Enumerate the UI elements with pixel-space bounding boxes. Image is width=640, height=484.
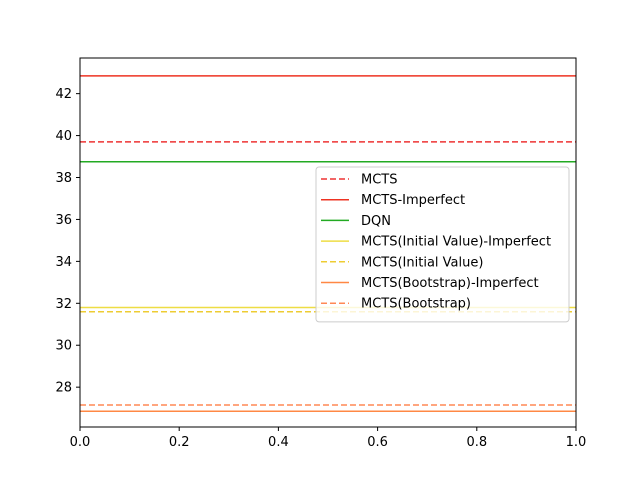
y-tick-label-3: 34 [55,255,72,270]
x-tick-label-5: 1.0 [566,435,587,450]
x-tick-label-0: 0.0 [70,435,91,450]
legend-label-1: MCTS-Imperfect [361,193,465,208]
legend-label-3: MCTS(Initial Value)-Imperfect [361,235,551,250]
legend-label-2: DQN [361,214,391,229]
plot-frame [79,57,577,428]
x-tick-label-2: 0.4 [268,435,289,450]
y-tick-label-7: 42 [55,87,72,102]
legend-label-5: MCTS(Bootstrap)-Imperfect [361,276,539,291]
y-tick-label-4: 36 [55,213,72,228]
x-tick-label-1: 0.2 [169,435,190,450]
y-tick-label-5: 38 [55,171,72,186]
x-tick-label-4: 0.8 [466,435,487,450]
y-tick-label-2: 32 [55,297,72,312]
x-axis: 0.0 0.2 0.4 0.6 0.8 1.0 [70,427,587,450]
legend-label-0: MCTS [361,173,398,188]
legend: MCTS MCTS-Imperfect DQN MCTS(Initial Value)… [315,166,570,323]
y-tick-label-6: 40 [55,129,72,144]
y-axis: 28 30 32 34 36 38 40 42 [55,87,80,396]
y-tick-label-1: 30 [55,339,72,354]
legend-label-6: MCTS(Bootstrap) [361,297,471,312]
y-tick-label-0: 28 [55,381,72,396]
legend-box [315,166,570,323]
x-tick-label-3: 0.6 [367,435,388,450]
legend-label-4: MCTS(Initial Value) [361,255,483,270]
